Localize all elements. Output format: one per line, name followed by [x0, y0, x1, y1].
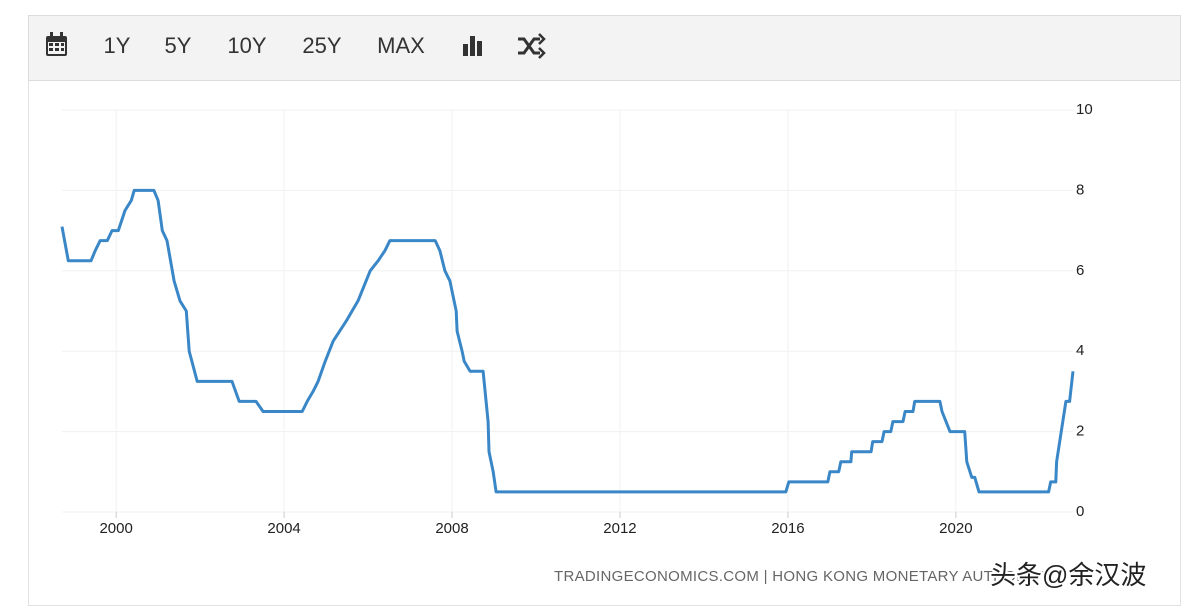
chart-frame	[28, 80, 1181, 606]
x-tick-label: 2008	[435, 520, 468, 537]
y-tick-label: 0	[1076, 503, 1084, 520]
y-tick-label: 4	[1076, 342, 1084, 359]
x-tick-label: 2020	[939, 520, 972, 537]
x-tick-label: 2000	[99, 520, 132, 537]
source-note: TRADINGECONOMICS.COM | HONG KONG MONETAR…	[554, 568, 1052, 585]
toolbar	[28, 15, 1181, 81]
watermark: 头条@余汉波	[990, 560, 1146, 590]
range-button[interactable]: 5Y	[165, 33, 192, 58]
y-tick-label: 10	[1076, 101, 1093, 118]
y-tick-label: 2	[1076, 423, 1084, 440]
x-tick-label: 2004	[267, 520, 300, 537]
shuffle-icon[interactable]	[518, 33, 546, 59]
x-tick-label: 2016	[771, 520, 804, 537]
calendar-icon[interactable]	[46, 32, 67, 56]
range-button[interactable]: 1Y	[104, 33, 131, 58]
range-button[interactable]: 10Y	[227, 33, 266, 58]
range-button[interactable]: 25Y	[302, 33, 341, 58]
data-line	[60, 188, 1075, 494]
y-tick-label: 6	[1076, 262, 1084, 279]
y-tick-label: 8	[1076, 181, 1084, 198]
x-tick-label: 2012	[603, 520, 636, 537]
bar-chart-icon[interactable]	[463, 36, 482, 56]
range-button[interactable]: MAX	[377, 33, 425, 58]
